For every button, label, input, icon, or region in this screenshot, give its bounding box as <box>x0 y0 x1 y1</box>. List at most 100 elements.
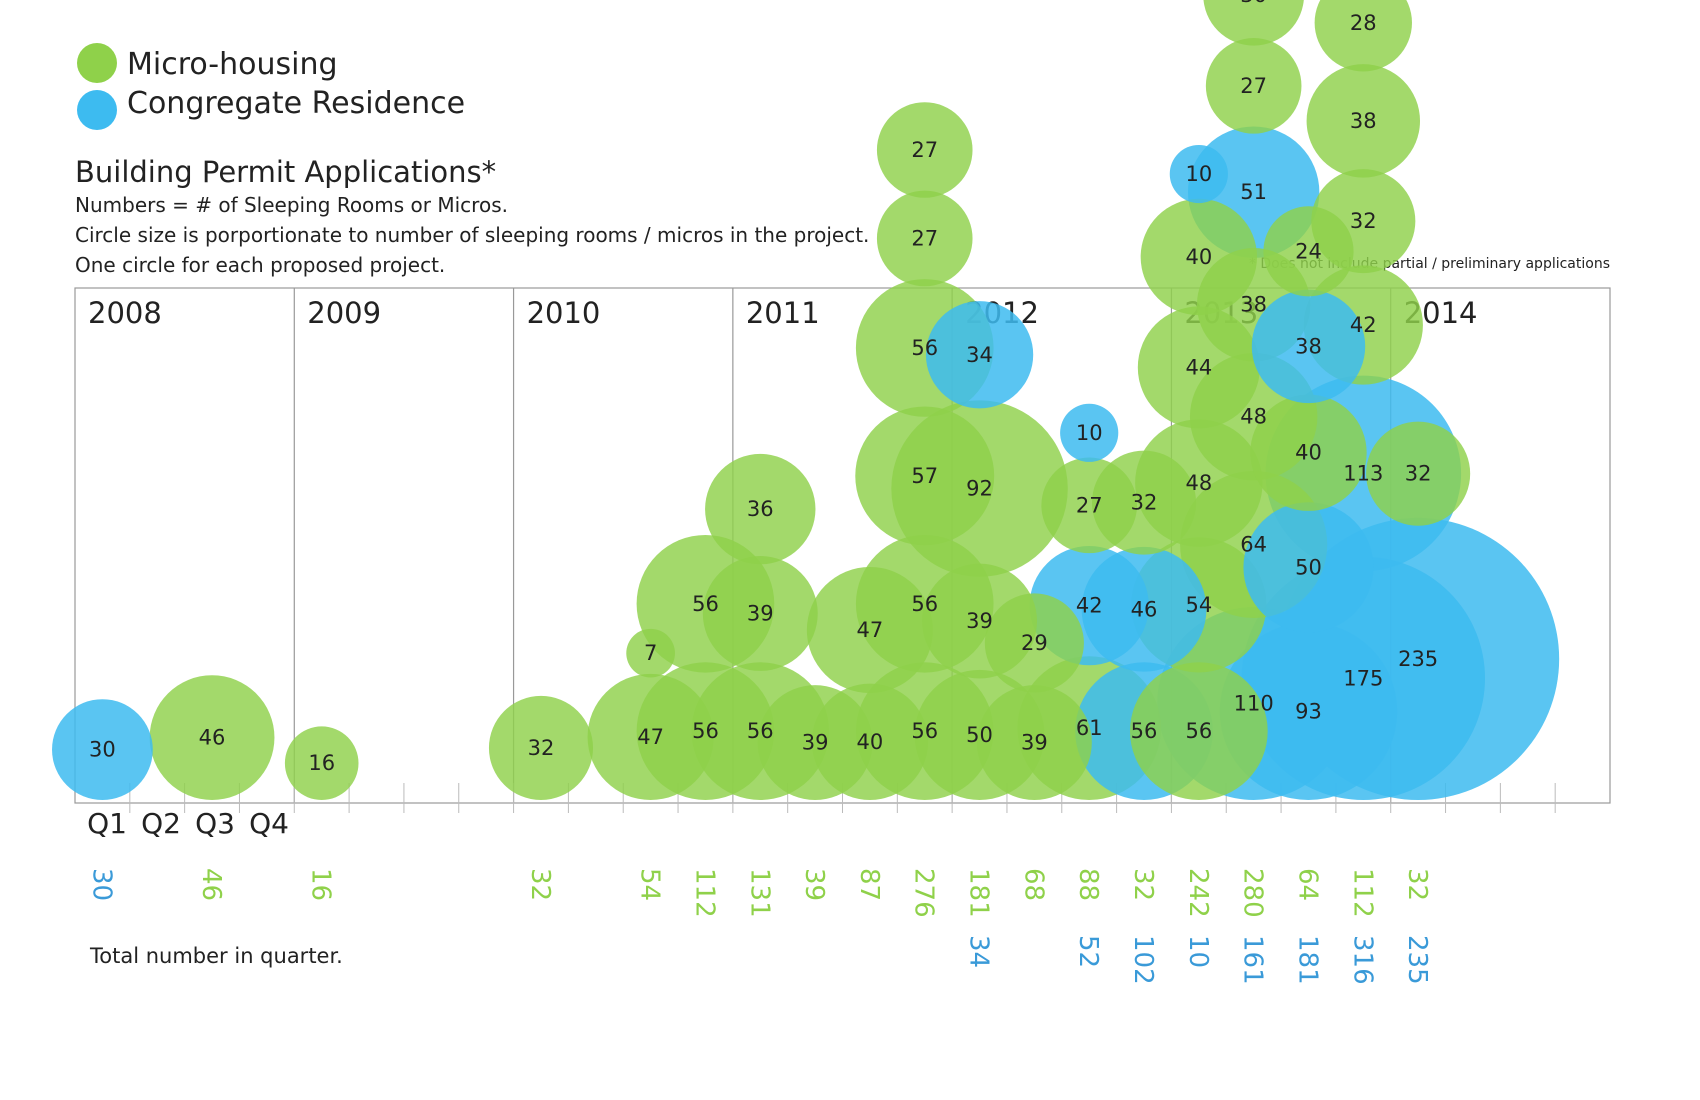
micro-housing-bubble <box>984 593 1084 693</box>
bubble-value-label: 28 <box>1350 11 1377 35</box>
project-bubble-labels: 30 46 16 32 47 7 56 56 56 39 36 39 40 47 56 56 57 56 27 27 5… <box>89 0 1438 775</box>
congregate-total: 102 <box>1128 935 1158 985</box>
year-label: 2008 <box>88 296 162 330</box>
bubble-value-label: 27 <box>1076 493 1103 517</box>
bubble-value-label: 32 <box>1131 491 1158 515</box>
bubble-value-label: 47 <box>857 618 884 642</box>
micro-housing-bubble <box>149 675 275 800</box>
congregate-bubble <box>1219 622 1398 801</box>
bubble-value-label: 7 <box>644 641 657 665</box>
micro-housing-total: 276 <box>909 868 939 918</box>
bubble-value-label: 56 <box>747 719 774 743</box>
micro-housing-total: 64 <box>1292 868 1322 901</box>
legend-label-micro-housing: Micro-housing <box>127 47 338 82</box>
bubble-value-label: 110 <box>1234 692 1274 716</box>
bubble-value-label: 39 <box>802 731 829 755</box>
bubble-value-label: 56 <box>1185 719 1212 743</box>
micro-housing-bubble <box>1250 394 1367 511</box>
bubble-value-label: 10 <box>1076 421 1103 445</box>
year-label: 2010 <box>527 296 601 330</box>
bubble-value-label: 44 <box>1185 355 1212 379</box>
bubble-value-label: 10 <box>1185 162 1212 186</box>
bubble-value-label: 64 <box>1240 532 1267 556</box>
totals-caption: Total number in quarter. <box>89 944 343 968</box>
congregate-bubble <box>1251 289 1366 404</box>
micro-housing-bubble <box>1041 457 1138 554</box>
congregate-total: 10 <box>1183 935 1213 968</box>
congregate-bubble <box>52 699 153 800</box>
bubble-value-label: 175 <box>1343 666 1383 690</box>
chart-subtitle-line-1: Numbers = # of Sleeping Rooms or Micros. <box>75 193 508 217</box>
micro-housing-bubble <box>1203 0 1304 46</box>
bubble-value-label: 61 <box>1076 716 1103 740</box>
bubble-value-label: 51 <box>1240 180 1267 204</box>
congregate-total: 161 <box>1238 935 1268 985</box>
chart-title: Building Permit Applications* <box>75 155 496 189</box>
micro-housing-total: 16 <box>306 868 336 901</box>
bubble-value-label: 38 <box>1240 293 1267 317</box>
micro-housing-total: 112 <box>1347 868 1377 918</box>
bubble-value-label: 235 <box>1398 647 1438 671</box>
bubble-value-label: 32 <box>1405 462 1432 486</box>
micro-housing-bubble <box>806 566 933 694</box>
legend-marker-congregate-residence <box>77 90 117 130</box>
micro-housing-bubble <box>705 453 816 565</box>
bubble-value-label: 38 <box>1295 334 1322 358</box>
micro-housing-total: 32 <box>1402 868 1432 901</box>
bubble-value-label: 50 <box>1295 555 1322 579</box>
bubble-value-label: 56 <box>1131 719 1158 743</box>
bubble-value-label: 36 <box>747 497 774 521</box>
bubble-value-label: 27 <box>911 226 938 250</box>
micro-housing-total: 46 <box>196 868 226 901</box>
bubble-value-label: 56 <box>911 592 938 616</box>
chart-subtitle-line-3: One circle for each proposed project. <box>75 253 445 277</box>
micro-housing-bubble <box>1306 64 1421 178</box>
congregate-total: 181 <box>1292 935 1322 985</box>
micro-housing-total: 131 <box>744 868 774 918</box>
bubble-value-label: 24 <box>1295 239 1322 263</box>
micro-housing-bubble <box>1205 38 1302 134</box>
micro-housing-bubble <box>1314 0 1412 72</box>
micro-housing-bubble <box>702 556 818 671</box>
congregate-bubble <box>925 301 1034 409</box>
micro-housing-bubble <box>855 406 995 546</box>
project-bubbles <box>52 0 1560 801</box>
bubble-value-label: 40 <box>857 730 884 754</box>
congregate-bubble <box>1243 502 1374 633</box>
bubble-value-label: 30 <box>1240 0 1267 7</box>
bubble-value-label: 29 <box>1021 631 1048 655</box>
bubble-value-label: 39 <box>1021 731 1048 755</box>
bubble-value-label: 27 <box>911 138 938 162</box>
micro-housing-total: 112 <box>689 868 719 918</box>
bubble-value-label: 48 <box>1185 471 1212 495</box>
micro-housing-total: 54 <box>635 868 665 901</box>
micro-housing-bubble <box>284 726 359 800</box>
bubble-value-label: 57 <box>911 464 938 488</box>
bubble-value-label: 34 <box>966 343 993 367</box>
bubble-value-label: 30 <box>89 738 116 762</box>
quarter-label-q3: Q3 <box>195 807 235 840</box>
bubble-value-label: 39 <box>966 609 993 633</box>
micro-housing-bubble <box>488 695 594 801</box>
congregate-total: 235 <box>1402 935 1432 985</box>
micro-housing-bubble <box>587 673 714 800</box>
congregate-bubble <box>1169 144 1228 204</box>
micro-housing-bubble <box>626 628 675 678</box>
bubble-value-label: 16 <box>308 751 335 775</box>
bubble-value-label: 42 <box>1076 594 1103 618</box>
bubble-value-label: 40 <box>1295 441 1322 465</box>
micro-housing-total: 87 <box>854 868 884 901</box>
quarter-totals: 30 46 16 32 54 112 131 39 87 276 181 34 68 88 52 32 102 2… <box>86 868 1432 985</box>
bubble-value-label: 27 <box>1240 74 1267 98</box>
congregate-total: 52 <box>1073 935 1103 968</box>
bubble-value-label: 40 <box>1185 245 1212 269</box>
bubble-value-label: 93 <box>1295 699 1322 723</box>
micro-housing-total: 32 <box>1128 868 1158 901</box>
congregate-total: 34 <box>964 935 994 968</box>
bubble-value-label: 46 <box>1131 597 1158 621</box>
micro-housing-bubble <box>1263 206 1354 297</box>
legend: Micro-housing Congregate Residence <box>77 43 465 130</box>
legend-marker-micro-housing <box>77 43 117 83</box>
bubble-value-label: 48 <box>1240 405 1267 429</box>
